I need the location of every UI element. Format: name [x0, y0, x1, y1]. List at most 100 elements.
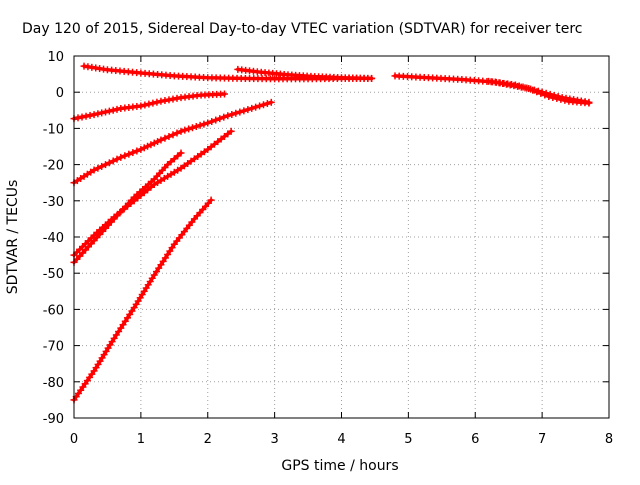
data-series: [70, 62, 593, 404]
data-point: [368, 74, 376, 82]
data-point: [227, 127, 235, 135]
x-tick-label: 2: [204, 432, 212, 447]
data-point: [149, 99, 157, 107]
y-tick-label: -60: [43, 303, 64, 318]
data-point: [185, 125, 193, 133]
data-point: [554, 93, 562, 101]
data-point: [546, 90, 554, 98]
data-point: [177, 149, 185, 157]
data-point: [511, 81, 519, 89]
data-point: [196, 121, 204, 129]
data-point: [125, 150, 133, 158]
data-point: [207, 196, 215, 204]
data-point: [141, 101, 149, 109]
data-point: [109, 157, 117, 165]
y-tick-label: -10: [43, 122, 64, 137]
y-tick-label: -40: [43, 231, 64, 246]
x-tick-label: 5: [404, 432, 412, 447]
data-point: [147, 141, 155, 149]
data-point: [145, 100, 153, 108]
data-point: [74, 114, 82, 122]
data-point: [267, 98, 275, 106]
x-tick-label: 1: [137, 432, 145, 447]
data-point: [150, 139, 158, 147]
data-point: [90, 166, 98, 174]
data-point: [78, 113, 86, 121]
data-point: [212, 116, 220, 124]
data-point: [102, 161, 110, 169]
data-point: [236, 108, 244, 116]
chart-title: Day 120 of 2015, Sidereal Day-to-day VTE…: [22, 21, 582, 37]
y-tick-label: 10: [47, 50, 64, 65]
data-point: [140, 144, 148, 152]
data-point: [585, 98, 593, 106]
data-point: [204, 119, 212, 127]
data-point: [248, 104, 256, 112]
data-point: [228, 110, 236, 118]
data-point: [109, 106, 117, 114]
y-tick-label: -80: [43, 376, 64, 391]
x-tick-label: 4: [337, 432, 345, 447]
data-point: [144, 142, 152, 150]
axis-ticks: [73, 55, 610, 419]
data-point: [98, 162, 106, 170]
data-point: [113, 105, 121, 113]
data-point: [153, 98, 161, 106]
data-point: [161, 134, 169, 142]
data-point: [105, 159, 113, 167]
x-tick-label: 0: [70, 432, 78, 447]
x-tick-label: 8: [605, 432, 613, 447]
x-tick-label: 7: [538, 432, 546, 447]
data-point: [181, 126, 189, 134]
grid: [74, 56, 609, 418]
data-point: [200, 120, 208, 128]
data-point: [105, 107, 113, 115]
data-point: [94, 110, 102, 118]
data-point: [224, 112, 232, 120]
y-axis-label: SDTVAR / TECUs: [5, 180, 21, 295]
data-point: [98, 109, 106, 117]
data-point: [90, 111, 98, 119]
data-point: [263, 100, 271, 108]
data-point: [244, 106, 252, 114]
y-tick-label: -70: [43, 340, 64, 355]
data-point: [259, 101, 267, 109]
data-point: [94, 164, 102, 172]
series-arc-top-1: [80, 62, 376, 83]
data-point: [157, 136, 165, 144]
series-arc-top-3: [391, 72, 593, 107]
y-tick-label: 0: [56, 86, 64, 101]
data-point: [169, 131, 177, 139]
data-point: [232, 109, 240, 117]
data-point: [188, 124, 196, 132]
data-point: [86, 111, 94, 119]
data-point: [550, 91, 558, 99]
y-tick-label: -90: [43, 412, 64, 427]
data-point: [256, 102, 264, 110]
series-arc-5: [70, 149, 185, 266]
data-point: [519, 83, 527, 91]
tick-labels: 0 1 2 3 4 5 6 7 8 10 0 -10 -20 -30 -40 -50 -60 -70 -80 -90: [43, 50, 613, 447]
data-point: [165, 133, 173, 141]
data-point: [82, 112, 90, 120]
data-point: [527, 85, 535, 93]
data-point: [121, 152, 129, 160]
data-point: [220, 113, 228, 121]
data-point: [534, 87, 542, 95]
series-line: [72, 100, 274, 185]
data-point: [192, 123, 200, 131]
data-point: [208, 118, 216, 126]
data-point: [252, 103, 260, 111]
series-arc-3: [70, 98, 275, 187]
series-arc-6: [70, 196, 215, 404]
x-tick-label: 3: [270, 432, 278, 447]
data-point: [102, 108, 110, 116]
y-tick-label: -20: [43, 159, 64, 174]
data-point: [137, 102, 145, 110]
y-tick-label: -50: [43, 267, 64, 282]
data-point: [515, 82, 523, 90]
data-point: [133, 147, 141, 155]
data-point: [240, 107, 248, 115]
